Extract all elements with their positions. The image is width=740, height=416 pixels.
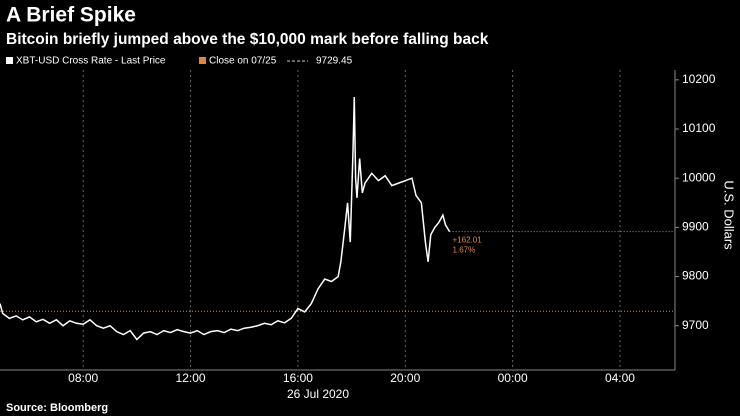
legend-swatch: [199, 57, 206, 64]
x-tick-label: 00:00: [498, 371, 528, 385]
price-line: [0, 97, 451, 341]
y-tick-label: 9800: [682, 269, 709, 283]
legend-value: 9729.45: [316, 56, 353, 67]
chart-title: A Brief Spike: [6, 4, 136, 27]
legend-label: XBT-USD Cross Rate - Last Price: [16, 56, 166, 67]
y-axis-title: U.S. Dollars: [722, 180, 737, 250]
source: Source: Bloomberg: [6, 402, 108, 414]
x-tick-label: 20:00: [390, 371, 420, 385]
y-tick-label: 9900: [682, 220, 709, 234]
x-tick-label: 12:00: [176, 371, 206, 385]
chart-subtitle: Bitcoin briefly jumped above the $10,000…: [6, 31, 489, 48]
x-date-label: 26 Jul 2020: [287, 387, 349, 401]
y-tick-label: 10200: [682, 72, 716, 86]
x-tick-label: 16:00: [283, 371, 313, 385]
change-percent-label: 1.67%: [453, 246, 476, 255]
legend-label: Close on 07/25: [209, 56, 277, 67]
y-tick-label: 10000: [682, 170, 716, 184]
y-tick-label: 10100: [682, 121, 716, 135]
y-tick-label: 9700: [682, 318, 709, 332]
x-tick-label: 08:00: [68, 371, 98, 385]
change-label: +162.01: [453, 236, 483, 245]
x-tick-label: 04:00: [605, 371, 635, 385]
legend-swatch: [6, 57, 13, 64]
